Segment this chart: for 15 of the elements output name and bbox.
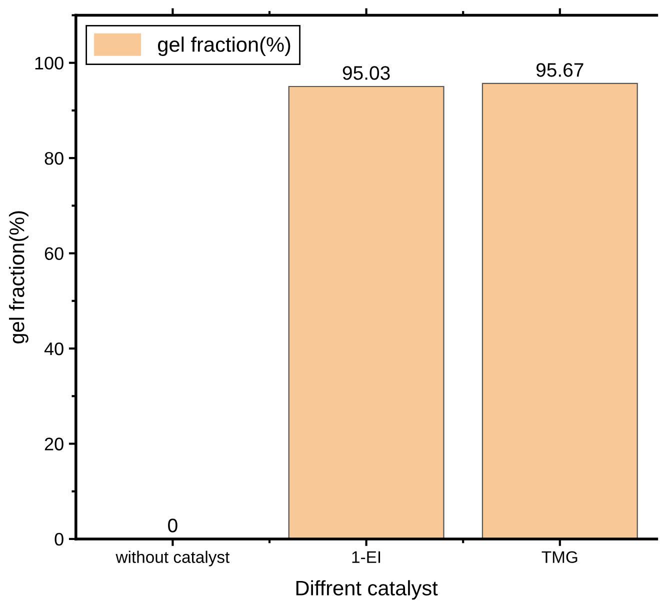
legend-label: gel fraction(%) (158, 36, 290, 56)
y-axis-title: gel fraction(%) (8, 211, 28, 344)
data-label: 95.67 (536, 63, 584, 77)
x-tick-label: without catalyst (116, 550, 230, 566)
x-tick-label: TMG (542, 551, 578, 564)
y-tick-label: 0 (54, 532, 64, 546)
x-tick-label: 1-EI (352, 551, 380, 563)
x-axis-title: Diffrent catalyst (296, 580, 438, 600)
data-label: 0 (168, 518, 178, 532)
y-tick-label: 60 (44, 247, 64, 260)
y-tick-label: 40 (44, 342, 64, 356)
y-tick-label: 20 (44, 438, 64, 450)
y-tick-label: 100 (35, 56, 64, 70)
data-label: 95.03 (342, 66, 390, 80)
y-tick-label: 80 (44, 152, 64, 165)
